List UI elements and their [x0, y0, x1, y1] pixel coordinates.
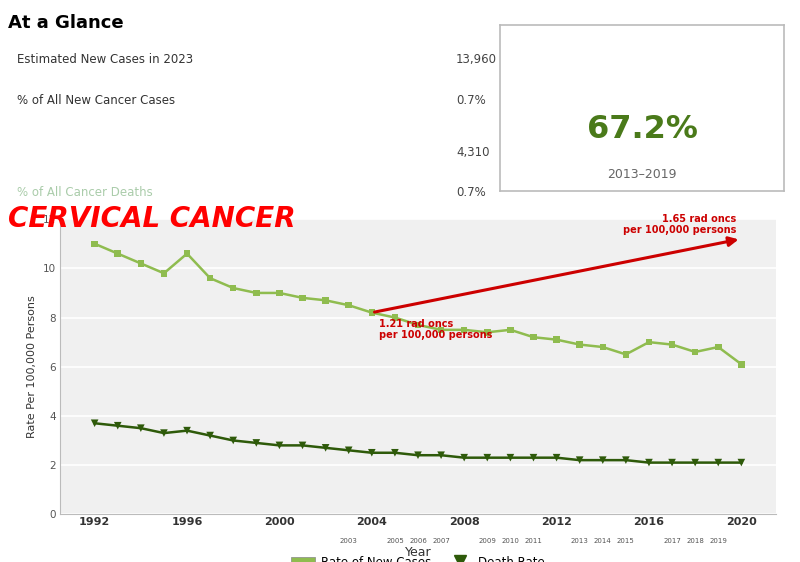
Point: [181, 249, 194, 258]
Text: 2003: 2003: [340, 538, 358, 543]
Point: [550, 453, 563, 462]
Point: [666, 458, 678, 467]
Text: Estimated Deaths in 2023: Estimated Deaths in 2023: [17, 146, 170, 159]
Point: [434, 325, 447, 334]
Point: [319, 443, 332, 452]
Point: [689, 347, 702, 356]
Point: [88, 419, 101, 428]
Point: [619, 350, 632, 359]
Text: Estimated New Cases in 2023: Estimated New Cases in 2023: [17, 53, 193, 66]
Point: [527, 453, 540, 462]
Point: [134, 424, 147, 433]
Text: 2011: 2011: [525, 538, 542, 543]
Point: [111, 422, 124, 430]
Text: 2013–2019: 2013–2019: [607, 168, 677, 181]
Point: [550, 335, 563, 344]
Point: [504, 325, 517, 334]
Point: [504, 453, 517, 462]
Text: 4,310: 4,310: [456, 146, 490, 159]
Point: [227, 436, 240, 445]
Text: 2005: 2005: [386, 538, 404, 543]
Point: [458, 325, 470, 334]
Y-axis label: Rate Per 100,000 Persons: Rate Per 100,000 Persons: [27, 295, 37, 438]
Point: [434, 451, 447, 460]
Point: [319, 296, 332, 305]
Point: [596, 342, 609, 352]
Point: [134, 259, 147, 268]
Point: [481, 453, 494, 462]
Point: [666, 340, 678, 349]
Text: 2010: 2010: [502, 538, 519, 543]
Point: [296, 441, 309, 450]
X-axis label: Year: Year: [405, 546, 431, 559]
Text: 2009: 2009: [478, 538, 496, 543]
Point: [689, 458, 702, 467]
Text: 2019: 2019: [710, 538, 727, 543]
Point: [273, 441, 286, 450]
Point: [342, 446, 355, 455]
Point: [574, 456, 586, 465]
Text: 5-Year
Relative Survival: 5-Year Relative Survival: [576, 42, 708, 75]
Point: [574, 340, 586, 349]
Text: 2013: 2013: [570, 538, 589, 543]
Point: [158, 429, 170, 438]
Point: [596, 456, 609, 465]
Point: [366, 308, 378, 317]
Point: [712, 458, 725, 467]
Text: 2014: 2014: [594, 538, 612, 543]
Text: 1.65 rad oncs
per 100,000 persons: 1.65 rad oncs per 100,000 persons: [623, 214, 737, 235]
Point: [158, 269, 170, 278]
Point: [296, 293, 309, 302]
Text: At a Glance: At a Glance: [8, 14, 124, 32]
Point: [250, 288, 262, 297]
Text: 2017: 2017: [663, 538, 681, 543]
Point: [735, 458, 748, 467]
Point: [642, 458, 655, 467]
Text: 67.2%: 67.2%: [586, 114, 698, 145]
Legend: Rate of New Cases, Death Rate: Rate of New Cases, Death Rate: [286, 551, 550, 562]
Point: [458, 453, 470, 462]
Point: [619, 456, 632, 465]
Point: [642, 338, 655, 347]
Point: [111, 249, 124, 258]
Point: [366, 448, 378, 457]
Point: [204, 274, 217, 283]
Text: 13,960: 13,960: [456, 53, 497, 66]
Text: 2007: 2007: [432, 538, 450, 543]
Text: 2006: 2006: [409, 538, 427, 543]
Point: [88, 239, 101, 248]
Point: [227, 284, 240, 293]
Point: [412, 451, 425, 460]
Point: [712, 342, 725, 352]
Text: 0.7%: 0.7%: [456, 186, 486, 200]
Point: [735, 360, 748, 369]
Point: [389, 313, 402, 322]
Point: [527, 333, 540, 342]
Point: [273, 288, 286, 297]
Point: [181, 426, 194, 435]
Point: [342, 301, 355, 310]
Point: [389, 448, 402, 457]
Point: [412, 320, 425, 329]
Text: 2018: 2018: [686, 538, 704, 543]
Text: 0.7%: 0.7%: [456, 93, 486, 107]
Text: % of All New Cancer Cases: % of All New Cancer Cases: [17, 93, 174, 107]
Text: CERVICAL CANCER: CERVICAL CANCER: [8, 205, 296, 233]
Text: 2015: 2015: [617, 538, 634, 543]
Point: [481, 328, 494, 337]
Point: [204, 431, 217, 440]
Text: 1.21 rad oncs
per 100,000 persons: 1.21 rad oncs per 100,000 persons: [378, 319, 492, 341]
Text: % of All Cancer Deaths: % of All Cancer Deaths: [17, 186, 152, 200]
Point: [250, 438, 262, 447]
